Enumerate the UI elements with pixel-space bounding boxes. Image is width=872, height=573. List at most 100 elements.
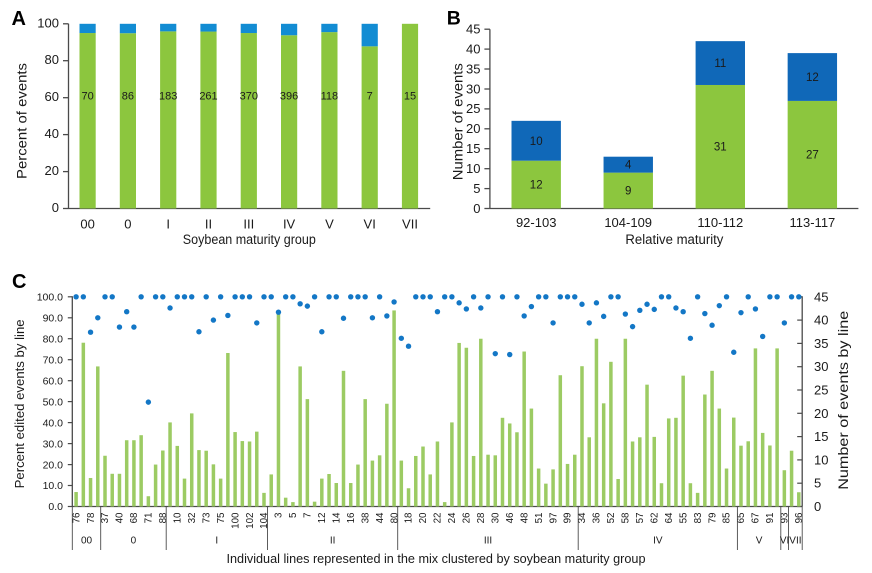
svg-text:Relative maturity: Relative maturity — [625, 232, 723, 247]
svg-text:86: 86 — [122, 91, 134, 103]
svg-text:0: 0 — [814, 499, 821, 514]
svg-text:88: 88 — [158, 512, 169, 523]
svg-text:25: 25 — [814, 383, 828, 398]
svg-text:70: 70 — [81, 91, 93, 103]
svg-text:35: 35 — [814, 336, 828, 351]
svg-text:40: 40 — [115, 512, 126, 523]
svg-text:IV: IV — [653, 535, 663, 546]
svg-text:34: 34 — [577, 512, 588, 523]
svg-text:Number of events by line: Number of events by line — [836, 311, 851, 490]
svg-text:7: 7 — [303, 513, 314, 518]
svg-text:118: 118 — [321, 91, 339, 103]
svg-text:15: 15 — [466, 141, 480, 156]
svg-text:100: 100 — [230, 512, 241, 529]
svg-text:96: 96 — [794, 512, 805, 523]
svg-text:65: 65 — [736, 512, 747, 523]
svg-text:20: 20 — [814, 406, 828, 421]
svg-text:I: I — [166, 217, 170, 232]
svg-text:12: 12 — [317, 513, 328, 524]
svg-text:90.0: 90.0 — [43, 313, 64, 325]
svg-text:46: 46 — [505, 512, 516, 523]
svg-text:VI: VI — [364, 217, 376, 232]
svg-text:0: 0 — [52, 200, 59, 215]
svg-text:100.0: 100.0 — [37, 292, 63, 304]
svg-text:102: 102 — [245, 513, 256, 529]
svg-text:60: 60 — [45, 89, 59, 104]
svg-text:Percent of events: Percent of events — [15, 63, 30, 179]
svg-text:30: 30 — [814, 359, 828, 374]
svg-text:Soybean maturity group: Soybean maturity group — [183, 232, 316, 247]
svg-text:B: B — [447, 8, 461, 30]
svg-text:5: 5 — [288, 512, 299, 518]
svg-text:14: 14 — [331, 512, 342, 523]
svg-text:A: A — [12, 8, 26, 30]
svg-text:18: 18 — [404, 512, 415, 523]
svg-text:5: 5 — [814, 476, 821, 491]
svg-text:62: 62 — [649, 513, 660, 524]
svg-text:II: II — [330, 535, 336, 546]
svg-text:II: II — [205, 217, 212, 232]
svg-text:104: 104 — [259, 512, 270, 529]
svg-text:44: 44 — [375, 512, 386, 523]
svg-text:00: 00 — [81, 535, 93, 546]
svg-text:40: 40 — [466, 41, 480, 56]
svg-text:Percent edited events by line: Percent edited events by line — [13, 319, 27, 488]
svg-text:52: 52 — [606, 513, 617, 524]
svg-text:40: 40 — [45, 126, 59, 141]
svg-text:80: 80 — [389, 512, 400, 523]
svg-text:57: 57 — [635, 513, 646, 524]
svg-text:60.0: 60.0 — [43, 375, 64, 387]
svg-text:78: 78 — [86, 512, 97, 523]
svg-text:00: 00 — [80, 217, 94, 232]
svg-text:35: 35 — [466, 61, 480, 76]
svg-text:396: 396 — [280, 91, 298, 103]
svg-text:C: C — [12, 271, 26, 293]
svg-text:10: 10 — [172, 512, 183, 523]
svg-text:4: 4 — [625, 160, 632, 172]
svg-text:30: 30 — [490, 512, 501, 523]
svg-text:VII: VII — [789, 535, 801, 546]
svg-text:51: 51 — [534, 513, 545, 524]
svg-text:58: 58 — [621, 512, 632, 523]
svg-text:26: 26 — [462, 512, 473, 523]
svg-text:28: 28 — [476, 512, 487, 523]
svg-text:183: 183 — [159, 91, 177, 103]
svg-text:71: 71 — [144, 513, 155, 524]
svg-text:36: 36 — [592, 512, 603, 523]
svg-text:99: 99 — [563, 513, 574, 524]
svg-text:Individual lines represented i: Individual lines represented in the mix … — [227, 552, 646, 566]
svg-text:20: 20 — [45, 163, 59, 178]
svg-text:15: 15 — [404, 91, 416, 103]
svg-text:83: 83 — [693, 512, 704, 523]
svg-text:12: 12 — [806, 72, 819, 84]
svg-text:III: III — [243, 217, 254, 232]
svg-text:100: 100 — [37, 15, 59, 30]
svg-text:38: 38 — [360, 512, 371, 523]
svg-text:91: 91 — [765, 513, 776, 524]
svg-text:64: 64 — [664, 512, 675, 523]
svg-text:48: 48 — [519, 512, 530, 523]
svg-text:V: V — [756, 535, 763, 546]
svg-text:0.0: 0.0 — [48, 501, 63, 513]
svg-text:25: 25 — [466, 101, 480, 116]
svg-text:40.0: 40.0 — [43, 417, 64, 429]
svg-text:27: 27 — [806, 150, 819, 162]
svg-text:10: 10 — [466, 161, 480, 176]
svg-text:370: 370 — [240, 91, 258, 103]
svg-text:12: 12 — [530, 180, 543, 192]
svg-text:VII: VII — [402, 217, 418, 232]
svg-text:97: 97 — [548, 513, 559, 524]
svg-text:70.0: 70.0 — [43, 354, 64, 366]
svg-text:50.0: 50.0 — [43, 396, 64, 408]
svg-text:7: 7 — [367, 91, 373, 103]
svg-text:40: 40 — [814, 313, 828, 328]
svg-text:0: 0 — [131, 535, 137, 546]
svg-text:261: 261 — [199, 91, 217, 103]
svg-text:31: 31 — [714, 142, 727, 154]
svg-text:24: 24 — [447, 512, 458, 523]
svg-text:IV: IV — [283, 217, 296, 232]
svg-text:10.0: 10.0 — [43, 480, 64, 492]
svg-text:16: 16 — [346, 512, 357, 523]
svg-text:110-112: 110-112 — [697, 215, 743, 230]
svg-text:10: 10 — [814, 452, 828, 467]
